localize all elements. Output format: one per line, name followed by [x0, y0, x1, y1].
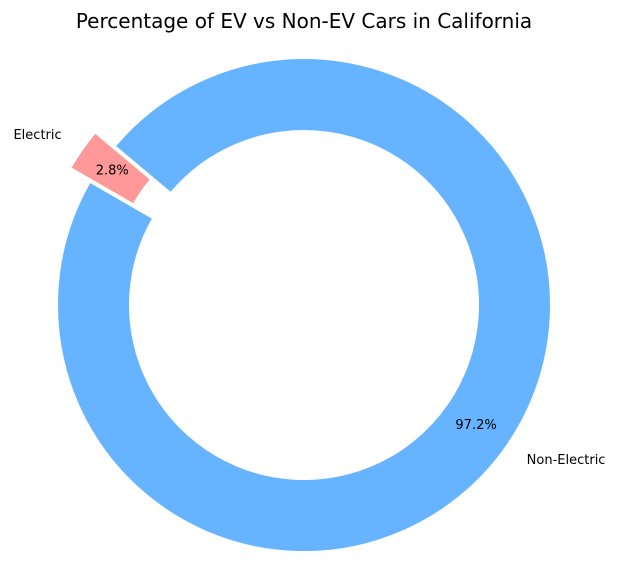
slice-non-electric	[56, 57, 552, 553]
labels-layer: Electric 2.8% Non-Electric 97.2%	[13, 128, 605, 468]
slices-layer	[56, 57, 552, 553]
chart-title: Percentage of EV vs Non-EV Cars in Calif…	[76, 9, 532, 33]
slice-electric	[69, 131, 153, 206]
slice-percent-non-electric: 97.2%	[455, 418, 496, 433]
slice-percent-electric: 2.8%	[96, 163, 129, 178]
slice-label-electric: Electric	[13, 128, 61, 143]
slice-label-non-electric: Non-Electric	[527, 453, 606, 468]
